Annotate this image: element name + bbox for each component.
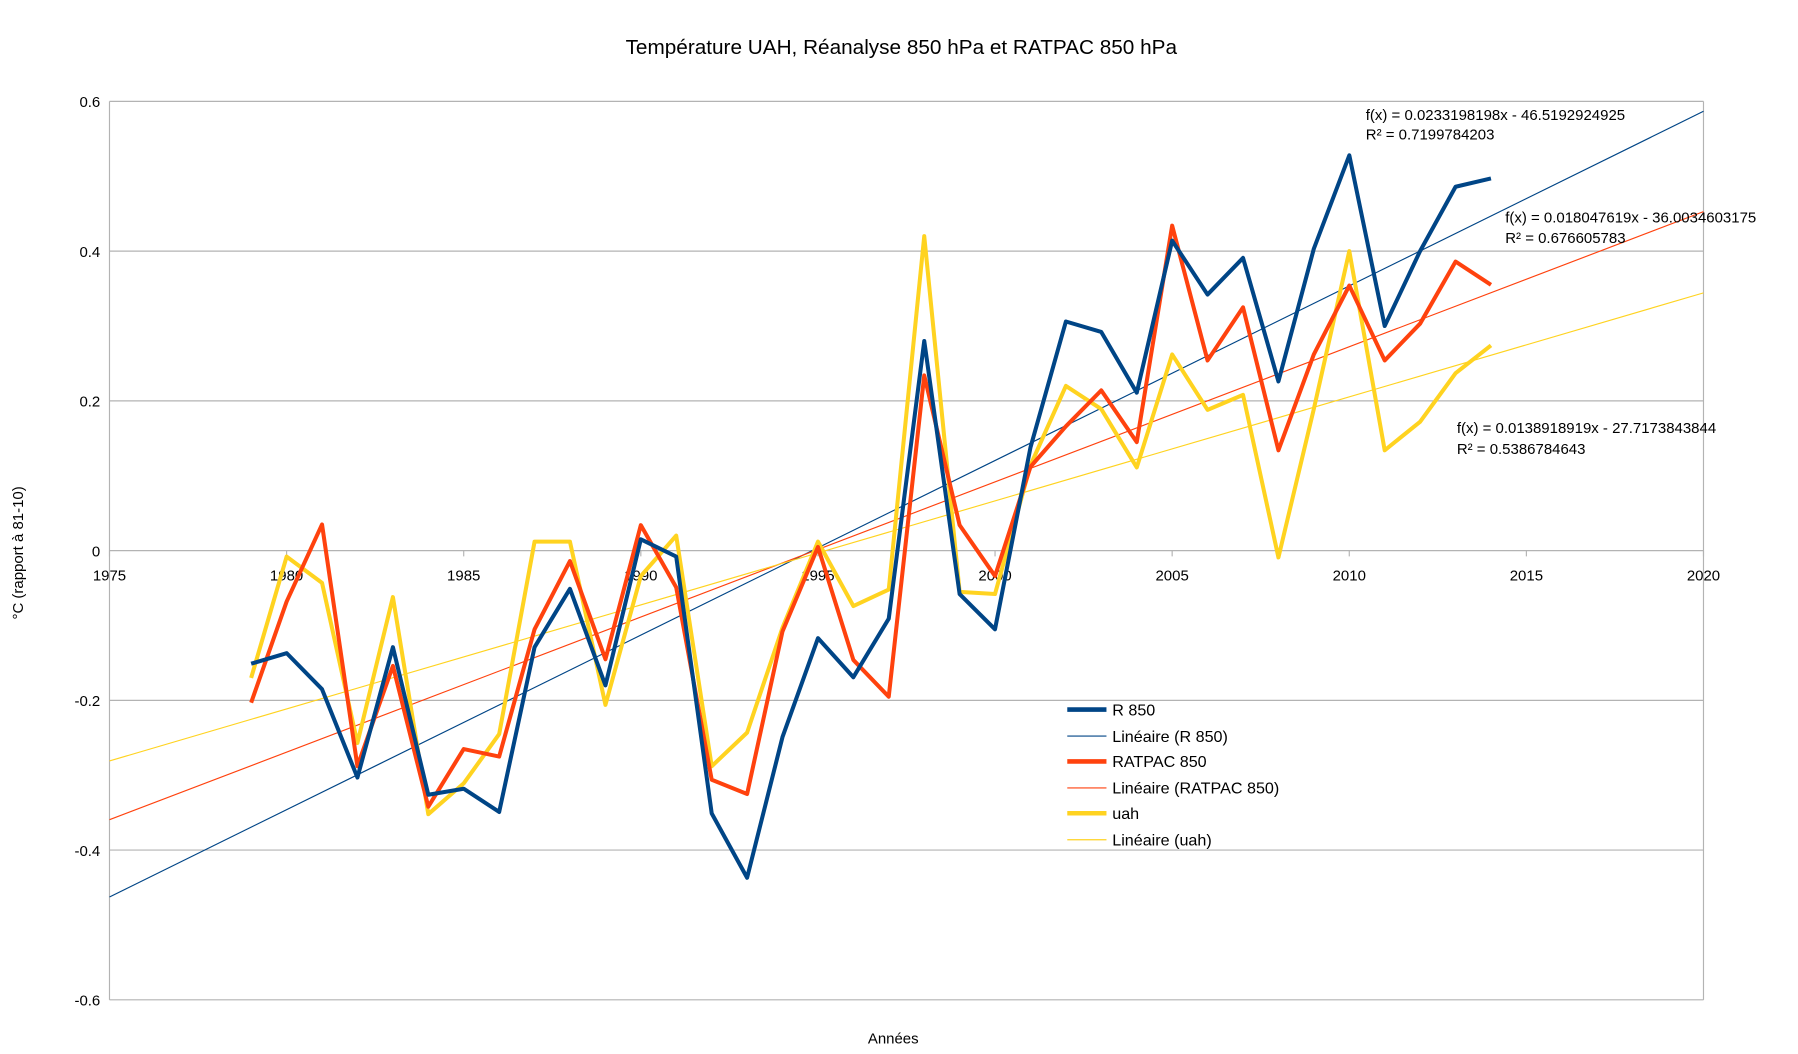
y-tick-label: 0.6 [79,94,100,111]
x-tick-label: 2010 [1333,568,1366,585]
trendlines [109,110,1704,898]
y-axis-label: °C (rapport à 81-10) [10,486,27,619]
legend-label-uah: uah [1112,805,1139,823]
legend-label-ratpac: RATPAC 850 [1112,753,1206,771]
trend-equation-uah: f(x) = 0.0138918919x - 27.7173843844 [1457,420,1716,437]
trend-r2-ratpac: R² = 0.676605783 [1505,230,1625,247]
trend-r2-r850: R² = 0.7199784203 [1366,126,1495,143]
y-tick-label: -0.6 [74,993,100,1010]
series-line-ratpac-850 [249,223,1493,809]
trendline-lin-aire-ratpac-850- [109,211,1704,821]
trendline-lin-aire-r-850- [109,110,1704,898]
x-tick-label: 1975 [93,568,126,585]
legend-label-trend-ratpac: Linéaire (RATPAC 850) [1112,780,1279,798]
series-lines [249,153,1493,880]
chart-title: Température UAH, Réanalyse 850 hPa et RA… [626,36,1178,59]
series-line-r-850 [250,153,1492,880]
y-tick-label: -0.2 [74,693,100,710]
x-tick-label: 2020 [1687,568,1720,585]
legend: R 850 Linéaire (R 850) RATPAC 850 Linéai… [1067,701,1279,850]
y-tick-label: 0.4 [79,244,100,261]
y-tick-label: 0 [92,543,100,560]
trend-equation-ratpac: f(x) = 0.018047619x - 36.0034603175 [1505,209,1756,226]
x-axis-label: Années [868,1031,919,1048]
x-tick-label: 2005 [1155,568,1188,585]
series-line-uah [249,234,1493,817]
x-tick-label: 2015 [1510,568,1543,585]
trend-r2-uah: R² = 0.5386784643 [1457,441,1586,458]
legend-label-trend-uah: Linéaire (uah) [1112,832,1212,850]
y-tick-label: -0.4 [74,843,100,860]
trend-equation-r850: f(x) = 0.0233198198x - 46.5192924925 [1366,107,1625,124]
legend-label-trend-r850: Linéaire (R 850) [1112,728,1228,746]
x-tick-label: 1985 [447,568,480,585]
legend-label-r850: R 850 [1112,701,1155,719]
y-tick-label: 0.2 [79,394,100,411]
